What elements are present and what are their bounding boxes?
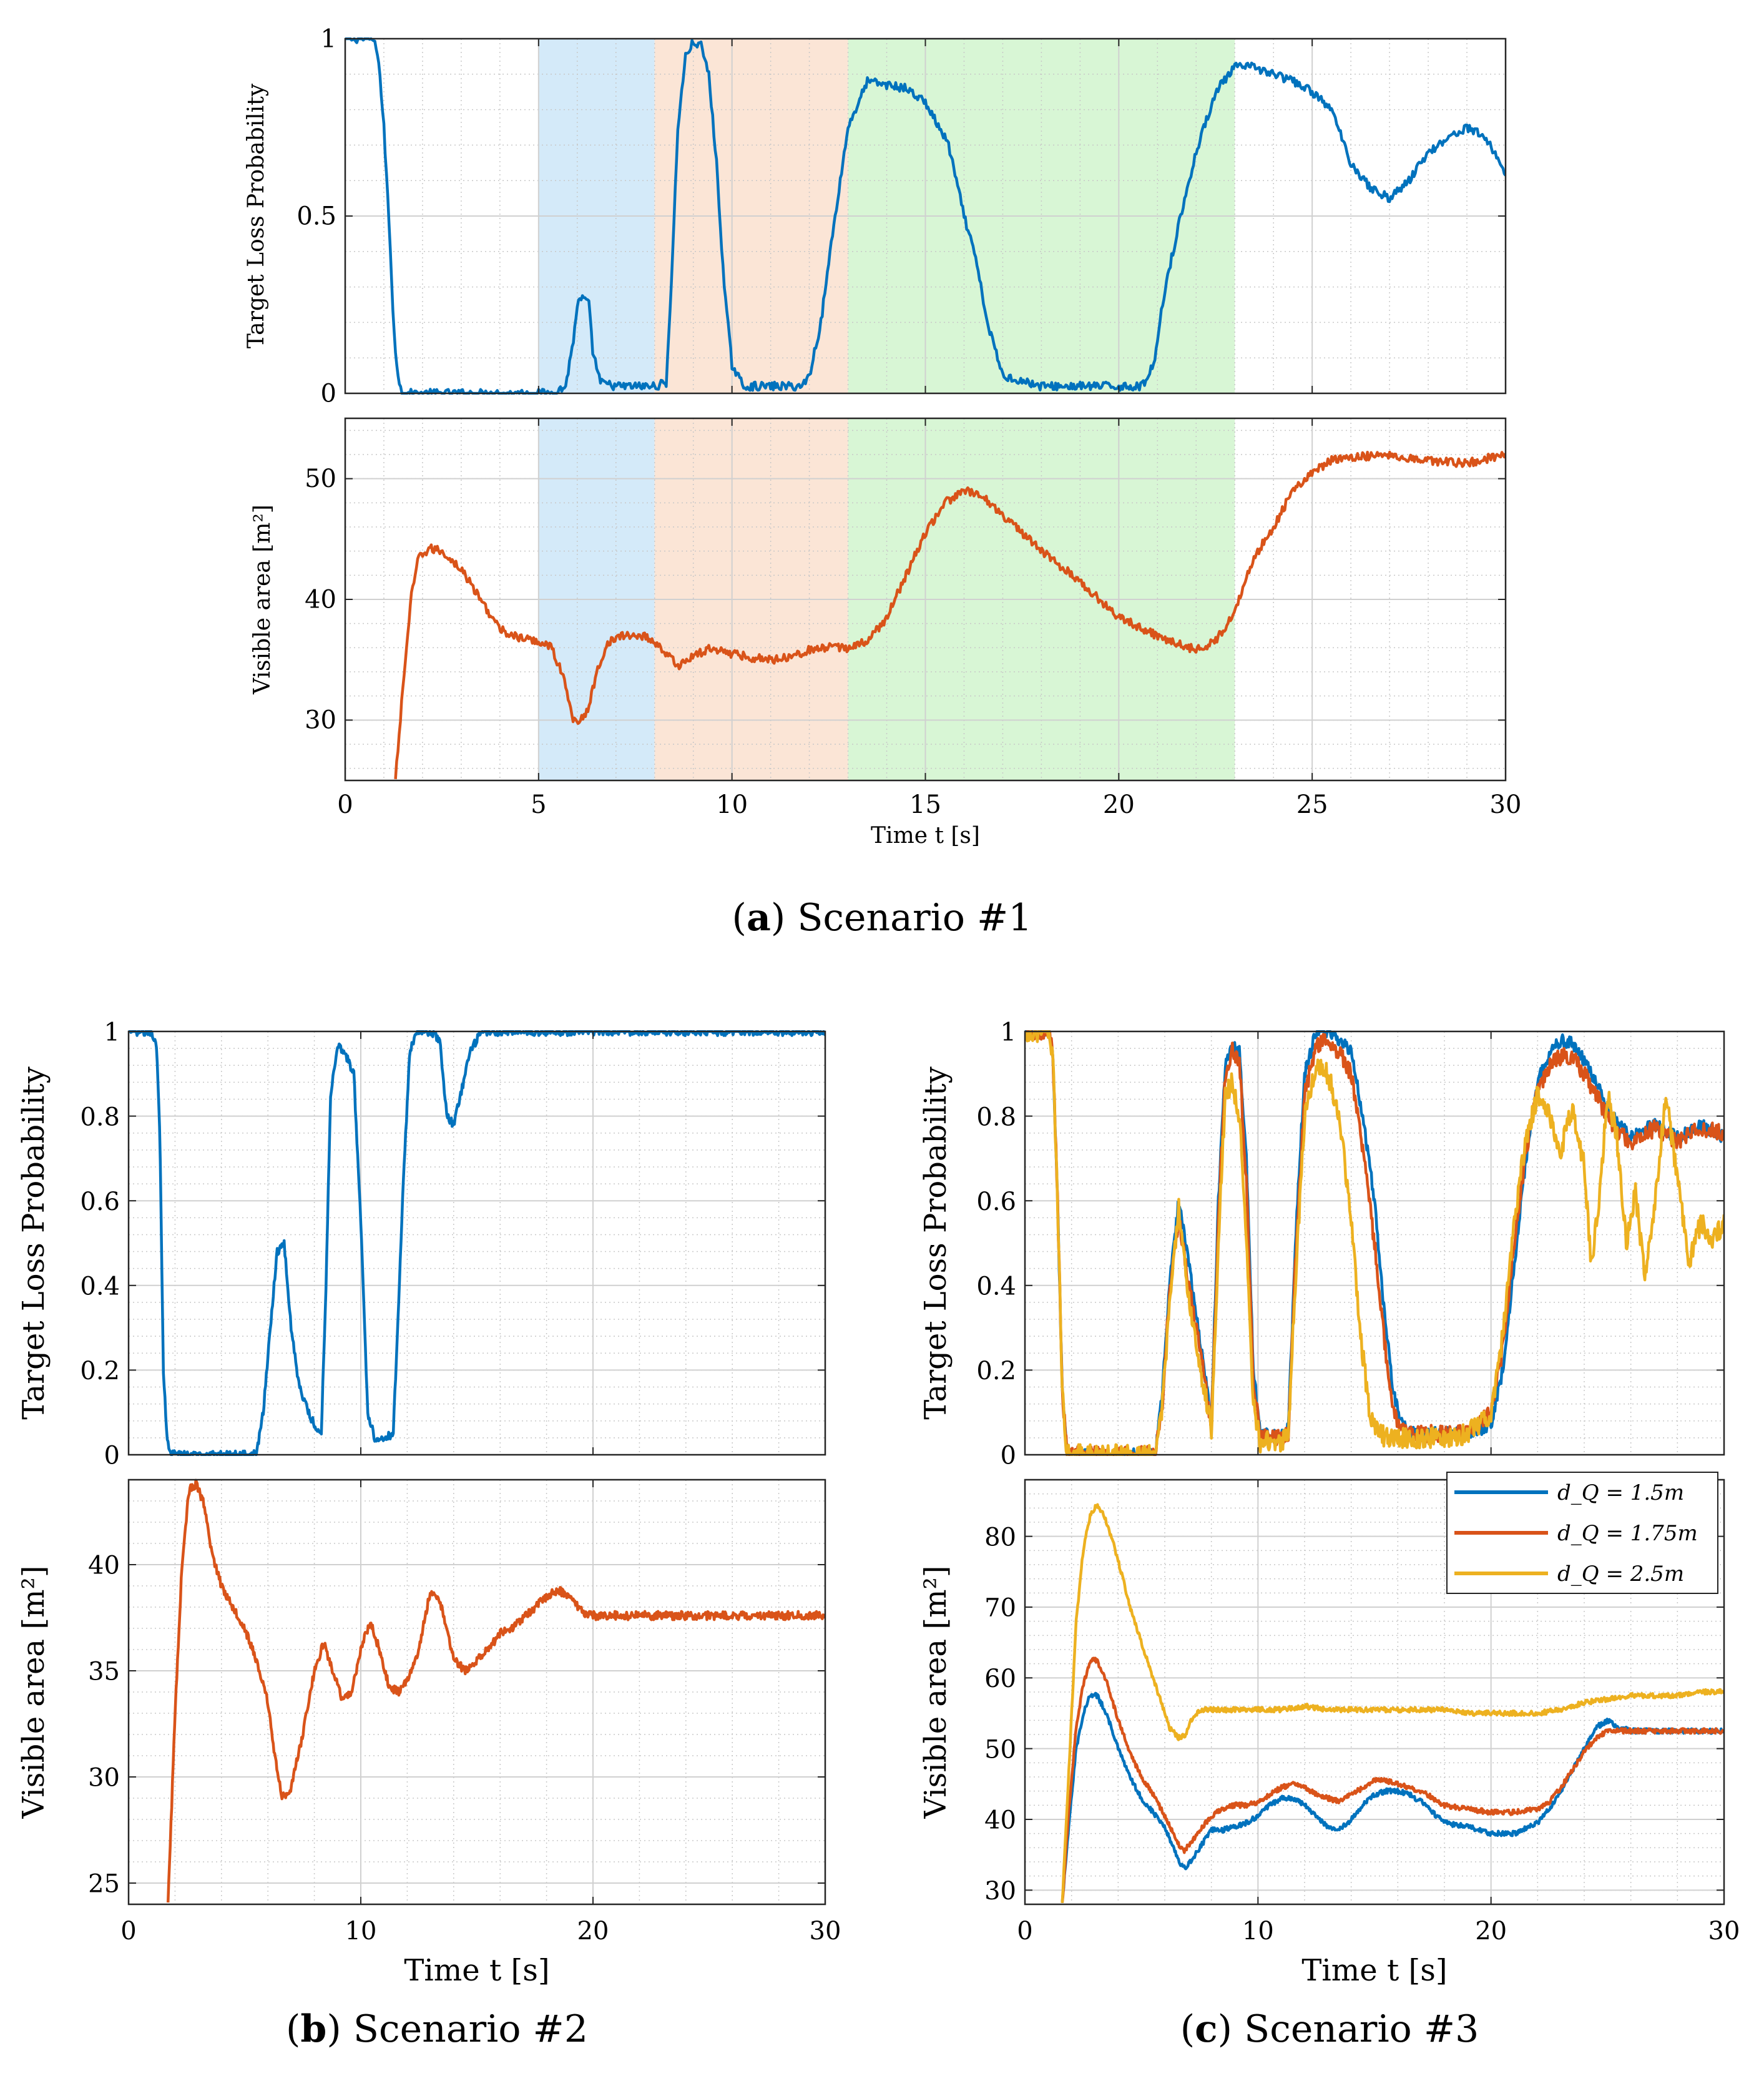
chart-a-bottom-ytick-label: 40 (305, 585, 336, 614)
caption-b: (b) Scenario #2 (286, 2007, 588, 2051)
chart-c-bottom-ytick-label: 80 (984, 1523, 1016, 1552)
chart-b-bottom-axes-box (127, 1478, 826, 1906)
caption-b-letter: b (300, 2007, 326, 2051)
chart-a-bottom-ytick-label: 50 (305, 465, 336, 493)
chart-b-bottom-ytick-label: 25 (88, 1870, 120, 1899)
chart-b-top-ytick-label: 0.4 (80, 1272, 120, 1301)
chart-c-top-ytick-label: 1 (1001, 1018, 1016, 1047)
chart-a-bottom-xtick-label: 10 (716, 790, 748, 819)
chart-c-top-axes-box (1024, 1030, 1725, 1456)
chart-a-bottom-ylabel: Visible area [m²] (250, 504, 275, 695)
chart-c-top-ylabel: Target Loss Probability (918, 1066, 953, 1420)
data-series (129, 37, 1724, 1904)
chart-c-bottom-xtick-label: 0 (1017, 1917, 1032, 1946)
grid-lines (128, 38, 1725, 1905)
chart-b-top-ytick-label: 0.6 (80, 1188, 120, 1216)
chart-b-bottom-ytick-label: 40 (88, 1552, 120, 1580)
chart-a-bottom-xtick-label: 5 (531, 790, 546, 819)
chart-b-top-ytick-label: 0.2 (80, 1357, 120, 1385)
legend-entry-2: d_Q = 1.75m (1557, 1521, 1698, 1546)
caption-a-letter: a (747, 896, 771, 940)
chart-a-top-ytick-label: 1 (321, 24, 336, 53)
chart-a-bottom-xlabel: Time t [s] (871, 823, 980, 849)
legend-entry-3: d_Q = 2.5m (1557, 1562, 1684, 1587)
chart-a-bottom-xtick-label: 30 (1490, 790, 1522, 819)
chart-c-bottom-series-2 (1061, 1656, 1724, 1904)
chart-c-top-ytick-label: 0.8 (976, 1103, 1016, 1131)
chart-c-bottom-xtick-label: 10 (1242, 1917, 1274, 1946)
chart-c-bottom-ytick-label: 40 (984, 1806, 1016, 1835)
legend: d_Q = 1.5m d_Q = 1.75m d_Q = 2.5m (1446, 1472, 1718, 1594)
chart-c-bottom-xtick-label: 30 (1708, 1917, 1740, 1946)
chart-b-bottom-xlabel: Time t [s] (404, 1953, 549, 1988)
chart-b-top-ytick-label: 0.8 (80, 1103, 120, 1131)
chart-c-top-ytick-label: 0.6 (976, 1188, 1016, 1216)
chart-c-bottom-ytick-label: 60 (984, 1665, 1016, 1693)
chart-c-bottom-ytick-label: 70 (984, 1594, 1016, 1623)
chart-b-top-ylabel: Target Loss Probability (16, 1066, 51, 1420)
chart-b-top-ytick-label: 1 (104, 1018, 120, 1047)
chart-a-bottom-xtick-label: 20 (1103, 790, 1135, 819)
chart-a-top-ytick-label: 0.5 (296, 202, 336, 230)
caption-b-text: ) Scenario #2 (326, 2007, 588, 2051)
chart-c-top-ytick-label: 0.4 (976, 1272, 1016, 1301)
chart-b-bottom-xtick-label: 20 (577, 1917, 609, 1946)
chart-c-bottom-series-3 (1061, 1503, 1724, 1903)
legend-entry-1: d_Q = 1.5m (1557, 1480, 1684, 1505)
chart-b-top-series-1 (129, 1030, 825, 1456)
chart-a-bottom-xtick-label: 15 (909, 790, 941, 819)
chart-a-top-ylabel: Target Loss Probability (243, 83, 269, 348)
caption-c-letter: c (1195, 2007, 1218, 2051)
chart-b-bottom-xtick-label: 30 (810, 1917, 841, 1946)
caption-c-text: ) Scenario #3 (1218, 2007, 1479, 2051)
shaded-regions (538, 39, 1235, 780)
caption-a: (a) Scenario #1 (732, 896, 1032, 940)
chart-c-bottom-xtick-label: 20 (1475, 1917, 1507, 1946)
chart-c-bottom-axes-box (1024, 1478, 1725, 1906)
chart-c-bottom-ylabel: Visible area [m²] (918, 1566, 953, 1819)
chart-b-bottom-series-1 (166, 1478, 825, 1903)
chart-b-bottom-ytick-label: 30 (88, 1764, 120, 1793)
chart-c-bottom-ytick-label: 30 (984, 1877, 1016, 1906)
caption-a-text: ) Scenario #1 (771, 896, 1032, 940)
chart-b-bottom-ytick-label: 35 (88, 1658, 120, 1686)
chart-b-bottom-ylabel: Visible area [m²] (16, 1566, 51, 1819)
chart-a-top-ytick-label: 0 (321, 379, 336, 408)
chart-a-bottom-series-1 (394, 450, 1506, 780)
chart-c-bottom-series-1 (1061, 1692, 1724, 1903)
chart-a-bottom-xtick-label: 0 (337, 790, 353, 819)
chart-b-top-ytick-label: 0 (104, 1442, 120, 1470)
chart-c-top-ytick-label: 0 (1001, 1442, 1016, 1470)
chart-a-bottom-ytick-label: 30 (305, 706, 336, 735)
chart-b-top-axes-box (127, 1030, 826, 1456)
chart-b-bottom-xtick-label: 0 (120, 1917, 136, 1946)
caption-c: (c) Scenario #3 (1180, 2007, 1479, 2051)
chart-b-bottom-xtick-label: 10 (345, 1917, 377, 1946)
chart-c-top-series-2 (1025, 1030, 1724, 1456)
chart-c-bottom-xlabel: Time t [s] (1301, 1953, 1447, 1988)
chart-c-bottom-ytick-label: 50 (984, 1735, 1016, 1764)
chart-c-top-ytick-label: 0.2 (976, 1357, 1016, 1385)
chart-a-bottom-xtick-label: 25 (1296, 790, 1328, 819)
